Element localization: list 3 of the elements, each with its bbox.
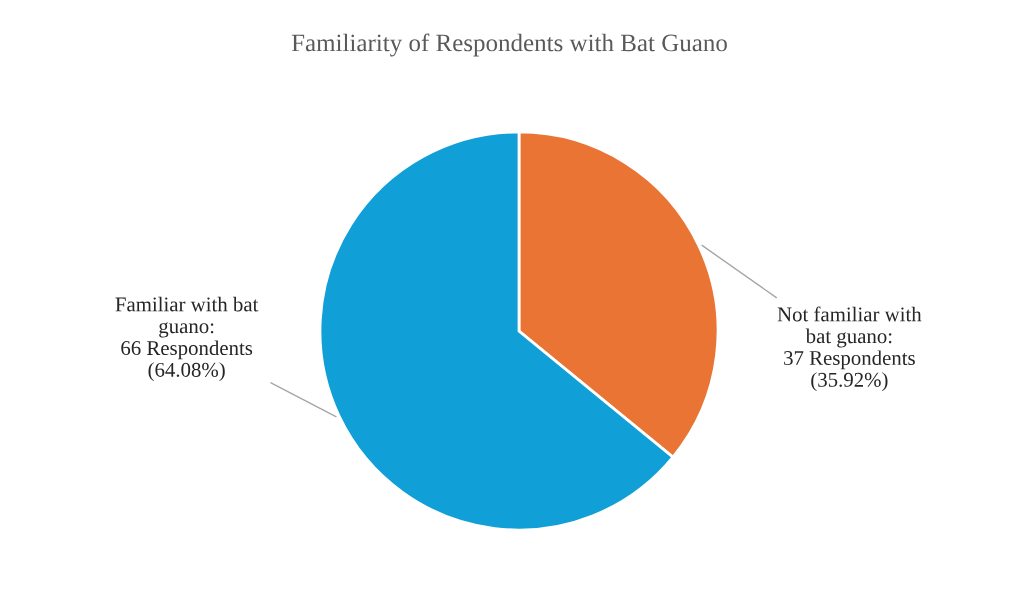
slice-label: Familiar with bat guano: 66 Respondents (64.08%) [115, 296, 259, 382]
chart-title: Familiarity of Respondents with Bat Guano [291, 33, 727, 57]
slice-label: Not familiar with bat guano: 37 Respondents (35.92%) [777, 306, 922, 392]
